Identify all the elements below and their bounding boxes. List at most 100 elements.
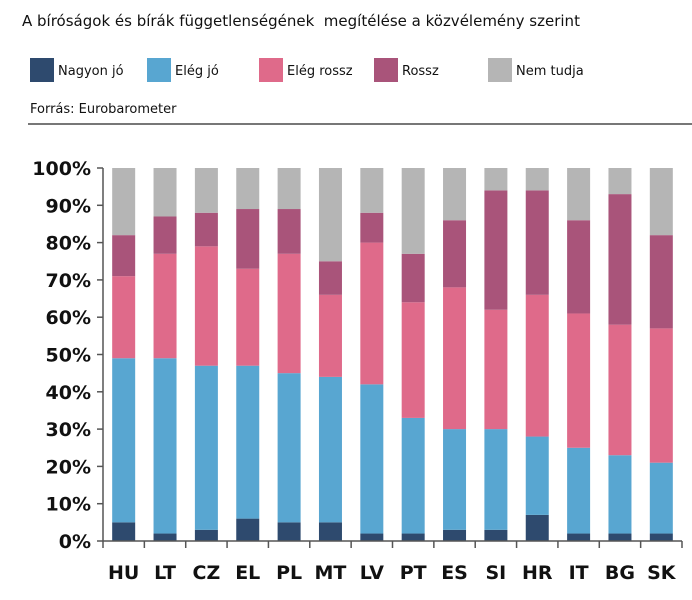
source-note: Forrás: Eurobarometer	[30, 102, 177, 117]
bar-segment-hu-0	[112, 522, 136, 541]
bar-segment-mt-4	[318, 168, 342, 262]
bar-segment-bg-2	[608, 324, 632, 456]
bar-segment-lv-0	[360, 533, 384, 541]
bar-segment-cz-4	[194, 168, 218, 213]
y-tick-label: 60%	[46, 307, 91, 329]
bar-segment-mt-2	[318, 294, 342, 377]
bar-segment-sk-0	[649, 533, 673, 541]
bar-segment-el-2	[236, 268, 260, 366]
y-tick-label: 70%	[46, 270, 91, 292]
bar-segment-si-3	[484, 190, 508, 310]
bar-segment-cz-2	[194, 246, 218, 366]
bar-segment-hr-3	[525, 190, 549, 295]
x-tick-label: MT	[315, 562, 347, 584]
bar-segment-hu-1	[112, 358, 136, 523]
bar-segment-pl-1	[277, 373, 301, 523]
bar-segment-hr-2	[525, 294, 549, 437]
bar-segment-hu-2	[112, 276, 136, 359]
bar-segment-si-0	[484, 529, 508, 541]
bar-segment-it-1	[567, 447, 591, 534]
bar-segment-pl-4	[277, 168, 301, 210]
bar-segment-sk-1	[649, 462, 673, 534]
bar-segment-pl-0	[277, 522, 301, 541]
bar-segment-lv-4	[360, 168, 384, 213]
y-tick-label: 80%	[46, 233, 91, 255]
bar-segment-el-1	[236, 365, 260, 519]
x-tick-label: IT	[569, 562, 589, 584]
x-tick-label: EL	[235, 562, 260, 584]
bar-segment-el-4	[236, 168, 260, 210]
y-tick-label: 100%	[32, 158, 91, 180]
bar-segment-pt-4	[401, 168, 425, 254]
bar-segment-pt-2	[401, 302, 425, 418]
bar-segment-el-0	[236, 518, 260, 541]
bar-segment-pl-3	[277, 209, 301, 254]
bar-segment-lt-4	[153, 168, 177, 217]
x-tick-label: SK	[647, 562, 677, 584]
bar-segment-mt-3	[318, 261, 342, 295]
bar-segment-bg-0	[608, 533, 632, 541]
legend-label: Nagyon jó	[58, 64, 124, 79]
bar-segment-si-1	[484, 429, 508, 530]
bar-segment-es-0	[443, 529, 467, 541]
bar-segment-lv-3	[360, 212, 384, 243]
bar-segment-cz-0	[194, 529, 218, 541]
x-tick-label: LT	[154, 562, 176, 584]
bar-segment-hu-3	[112, 235, 136, 277]
bar-segment-bg-1	[608, 455, 632, 534]
y-tick-label: 50%	[46, 345, 91, 367]
x-tick-label: HU	[108, 562, 139, 584]
bar-segment-cz-3	[194, 212, 218, 247]
bar-segment-it-3	[567, 220, 591, 314]
bar-segment-bg-4	[608, 168, 632, 195]
bar-segment-hr-1	[525, 436, 549, 515]
bar-segment-el-3	[236, 209, 260, 269]
bar-segment-it-2	[567, 313, 591, 448]
y-tick-label: 90%	[46, 195, 91, 217]
bar-segment-bg-3	[608, 194, 632, 325]
x-tick-label: HR	[522, 562, 553, 584]
bar-segment-pl-2	[277, 253, 301, 374]
bar-segment-es-2	[443, 287, 467, 430]
bar-segment-lv-2	[360, 242, 384, 385]
bar-segment-lt-0	[153, 533, 177, 541]
bar-segment-sk-2	[649, 328, 673, 463]
x-tick-label: PT	[400, 562, 427, 584]
stacked-bar-chart: 0% 10% 20% 30% 40% 50% 60% 70% 80% 90% 100% HU LT CZ E…	[32, 158, 683, 584]
bar-segment-hu-4	[112, 168, 136, 236]
bar-segment-si-2	[484, 309, 508, 430]
bar-segment-sk-3	[649, 235, 673, 329]
y-tick-label: 30%	[46, 419, 91, 441]
x-tick-label: SI	[486, 562, 507, 584]
bar-segment-si-4	[484, 168, 508, 191]
x-tick-label: CZ	[193, 562, 221, 584]
y-tick-label: 10%	[46, 494, 91, 516]
divider	[28, 123, 692, 125]
x-tick-label: ES	[441, 562, 468, 584]
bar-segment-es-1	[443, 429, 467, 530]
bar-segment-mt-1	[318, 376, 342, 523]
bar-segment-it-4	[567, 168, 591, 221]
bar-segment-hr-0	[525, 514, 549, 541]
bar-segment-it-0	[567, 533, 591, 541]
legend-label: Elég jó	[175, 64, 219, 79]
legend-swatch	[374, 58, 398, 82]
legend-label: Rossz	[402, 64, 439, 79]
y-tick-label: 40%	[46, 382, 91, 404]
bar-segment-cz-1	[194, 365, 218, 530]
y-tick-label: 20%	[46, 456, 91, 478]
y-tick-label: 0%	[59, 531, 91, 553]
bar-segment-sk-4	[649, 168, 673, 236]
bar-segment-mt-0	[318, 522, 342, 541]
legend-swatch	[488, 58, 512, 82]
legend-swatch	[259, 58, 283, 82]
bar-segment-es-3	[443, 220, 467, 288]
bar-segment-pt-1	[401, 417, 425, 534]
legend-label: Nem tudja	[516, 64, 584, 79]
legend-swatch	[147, 58, 171, 82]
bar-segment-pt-0	[401, 533, 425, 541]
bar-segment-lt-3	[153, 216, 177, 254]
legend-swatch	[30, 58, 54, 82]
bar-segment-lv-1	[360, 384, 384, 534]
legend-label: Elég rossz	[287, 64, 353, 79]
